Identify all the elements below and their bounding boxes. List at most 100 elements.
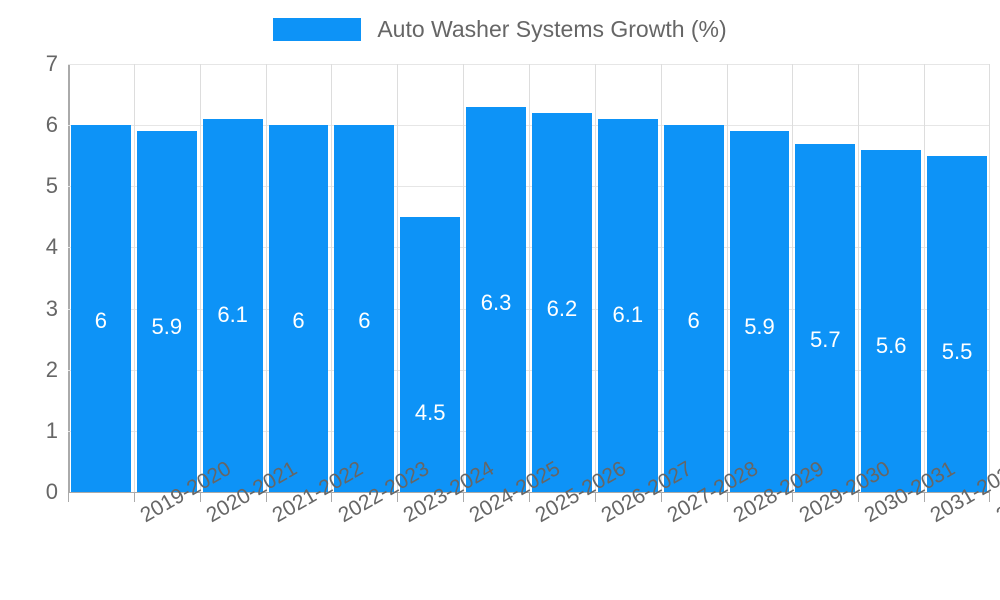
x-gridline bbox=[661, 64, 662, 492]
bar[interactable]: 6 bbox=[663, 125, 724, 492]
bar-value-label: 5.7 bbox=[810, 326, 841, 352]
x-axis-tick-mark bbox=[397, 492, 398, 502]
bar-value-label: 6 bbox=[358, 308, 371, 334]
x-axis-tick-label: 2031-2032 bbox=[927, 457, 1000, 527]
bar[interactable]: 6.2 bbox=[532, 112, 592, 492]
x-axis-tick-label: 2027-2028 bbox=[663, 457, 761, 527]
x-axis-tick-label: 2020-2021 bbox=[202, 457, 300, 527]
bar-value-label: 6 bbox=[687, 308, 700, 334]
x-axis-tick-label: 2030-2031 bbox=[861, 457, 959, 527]
x-gridline bbox=[792, 64, 793, 492]
y-axis-tick-label: 2 bbox=[45, 356, 58, 382]
x-gridline bbox=[266, 64, 267, 492]
x-axis-tick-label: 2026-2027 bbox=[597, 457, 695, 527]
bar-slot: 6 bbox=[68, 64, 134, 492]
bar-value-label: 4.5 bbox=[414, 399, 446, 425]
x-gridline bbox=[200, 64, 201, 492]
bar-value-label: 6 bbox=[94, 308, 108, 334]
x-axis-tick-label: 2032-2033 bbox=[992, 456, 1000, 528]
bar[interactable]: 5.9 bbox=[136, 131, 197, 492]
bar-value-label: 5.5 bbox=[941, 338, 973, 364]
bar[interactable]: 4.5 bbox=[400, 216, 461, 492]
x-gridline bbox=[331, 64, 332, 492]
x-axis-tick-mark bbox=[858, 492, 859, 502]
x-gridline bbox=[858, 64, 859, 492]
bar-value-label: 5.9 bbox=[744, 314, 775, 340]
bar-value-label: 6.2 bbox=[546, 295, 578, 321]
bar-value-label: 5.6 bbox=[875, 332, 907, 358]
bar-slot: 4.5 bbox=[397, 64, 463, 492]
x-axis-tick-mark bbox=[200, 492, 201, 502]
y-axis-tick-label: 1 bbox=[45, 417, 58, 443]
plot-area: 6 5.9 6.1 6 6 4.5 6.3 6.2 6.1 6 5.9 5.7 5.6 5.5 bbox=[68, 64, 990, 493]
x-axis-tick-label: 2019-2020 bbox=[136, 457, 234, 527]
bar[interactable]: 6 bbox=[268, 125, 329, 492]
bar-slot: 6.1 bbox=[595, 64, 661, 492]
y-axis-tick-label: 0 bbox=[45, 479, 58, 504]
bar-slot: 5.6 bbox=[858, 64, 924, 492]
bar[interactable]: 5.7 bbox=[795, 143, 856, 492]
x-axis-tick-mark bbox=[989, 492, 990, 502]
x-gridline bbox=[989, 64, 990, 492]
x-gridline bbox=[463, 64, 464, 492]
bar-slot: 6 bbox=[266, 64, 332, 492]
x-axis-tick-label: 2023-2024 bbox=[400, 457, 498, 527]
bar-slot: 6.3 bbox=[463, 64, 529, 492]
x-axis-tick-label: 2028-2029 bbox=[729, 457, 827, 527]
bar-slot: 5.9 bbox=[134, 64, 200, 492]
x-axis-tick-mark bbox=[529, 492, 530, 502]
y-axis-tick-labels: 0 1 2 3 4 5 6 7 bbox=[0, 53, 58, 503]
bar[interactable]: 6 bbox=[71, 125, 131, 492]
x-gridline bbox=[595, 64, 596, 492]
bar[interactable]: 6.3 bbox=[466, 106, 526, 492]
x-axis-tick-mark bbox=[68, 492, 69, 502]
bar-slot: 6 bbox=[331, 64, 397, 492]
bar-slot: 5.5 bbox=[924, 64, 990, 492]
y-axis-tick-label: 6 bbox=[45, 112, 58, 138]
y-axis-tick-label: 3 bbox=[45, 295, 58, 321]
x-axis-tick-mark bbox=[595, 492, 596, 502]
bar-value-label: 6.3 bbox=[480, 289, 512, 315]
bar-value-label: 6 bbox=[292, 308, 305, 334]
bar[interactable]: 6 bbox=[334, 125, 395, 492]
x-gridline bbox=[924, 64, 925, 492]
bar[interactable]: 5.6 bbox=[861, 149, 922, 492]
bar[interactable]: 5.9 bbox=[729, 131, 790, 492]
y-axis-tick-label: 5 bbox=[45, 173, 58, 199]
legend-label: Auto Washer Systems Growth (%) bbox=[377, 15, 727, 42]
x-axis-tick-label: 2025-2026 bbox=[532, 457, 630, 527]
x-axis-tick-label: 2022-2023 bbox=[334, 457, 432, 527]
x-gridline bbox=[727, 64, 728, 492]
y-axis-tick-label: 4 bbox=[45, 234, 58, 260]
bar[interactable]: 6.1 bbox=[597, 119, 658, 492]
x-axis-tick-mark bbox=[463, 492, 464, 502]
bar-slot: 5.7 bbox=[792, 64, 858, 492]
x-axis-tick-mark bbox=[331, 492, 332, 502]
x-axis-tick-mark bbox=[924, 492, 925, 502]
x-axis-tick-mark bbox=[266, 492, 267, 502]
bar-value-label: 6.1 bbox=[612, 302, 644, 328]
x-gridline bbox=[529, 64, 530, 492]
x-axis-tick-label: 2021-2022 bbox=[268, 457, 366, 527]
x-gridline bbox=[397, 64, 398, 492]
x-axis-tick-label: 2024-2025 bbox=[466, 457, 564, 527]
x-axis-tick-mark bbox=[792, 492, 793, 502]
bar-slot: 6.1 bbox=[200, 64, 266, 492]
bar-value-label: 5.9 bbox=[151, 314, 183, 340]
bar-slot: 5.9 bbox=[727, 64, 793, 492]
bar-slot: 6 bbox=[661, 64, 727, 492]
bar-slot: 6.2 bbox=[529, 64, 595, 492]
bar[interactable]: 6.1 bbox=[202, 119, 263, 492]
chart-legend: Auto Washer Systems Growth (%) bbox=[0, 12, 1000, 46]
bar-value-label: 6.1 bbox=[217, 302, 248, 328]
x-gridline bbox=[134, 64, 135, 492]
legend-color-swatch-icon bbox=[273, 17, 362, 41]
x-axis-tick-mark bbox=[661, 492, 662, 502]
x-axis-tick-mark bbox=[727, 492, 728, 502]
x-axis-tick-label: 2029-2030 bbox=[795, 457, 893, 527]
x-axis-tick-mark bbox=[134, 492, 135, 502]
legend-entry[interactable]: Auto Washer Systems Growth (%) bbox=[273, 15, 727, 42]
y-axis-line bbox=[68, 64, 70, 492]
bar[interactable]: 5.5 bbox=[927, 155, 987, 492]
